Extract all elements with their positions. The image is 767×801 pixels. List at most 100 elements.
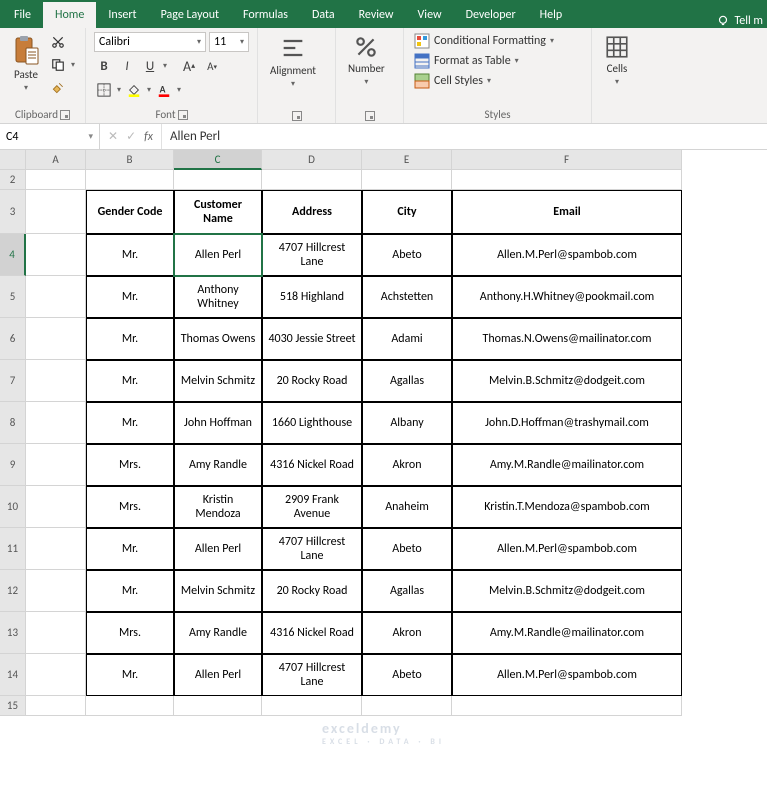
tab-view[interactable]: View xyxy=(406,2,454,28)
cell-E12[interactable]: Agallas xyxy=(362,570,452,612)
cell-B11[interactable]: Mr. xyxy=(86,528,174,570)
cell-A10[interactable] xyxy=(26,486,86,528)
fill-color-button[interactable] xyxy=(124,80,144,100)
cell-A15[interactable] xyxy=(26,696,86,716)
cell-F2[interactable] xyxy=(452,170,682,190)
cell-E15[interactable] xyxy=(362,696,452,716)
cell-C11[interactable]: Allen Perl xyxy=(174,528,262,570)
cell-E8[interactable]: Albany xyxy=(362,402,452,444)
cell-E3[interactable]: City xyxy=(362,190,452,234)
cell-D6[interactable]: 4030 Jessie Street xyxy=(262,318,362,360)
cell-D14[interactable]: 4707 Hillcrest Lane xyxy=(262,654,362,696)
cell-E6[interactable]: Adami xyxy=(362,318,452,360)
cell-C15[interactable] xyxy=(174,696,262,716)
cell-B15[interactable] xyxy=(86,696,174,716)
row-header-12[interactable]: 12 xyxy=(0,570,26,612)
cell-F10[interactable]: Kristin.T.Mendoza@spambob.com xyxy=(452,486,682,528)
tell-me-search[interactable]: Tell m xyxy=(716,14,767,28)
cell-B9[interactable]: Mrs. xyxy=(86,444,174,486)
cell-F14[interactable]: Allen.M.Perl@spambob.com xyxy=(452,654,682,696)
column-header-A[interactable]: A xyxy=(26,150,86,170)
cell-F3[interactable]: Email xyxy=(452,190,682,234)
cell-D2[interactable] xyxy=(262,170,362,190)
cell-B5[interactable]: Mr. xyxy=(86,276,174,318)
row-header-14[interactable]: 14 xyxy=(0,654,26,696)
number-format-button[interactable]: Number ▾ xyxy=(344,32,389,89)
cell-B13[interactable]: Mrs. xyxy=(86,612,174,654)
cell-B8[interactable]: Mr. xyxy=(86,402,174,444)
cell-D8[interactable]: 1660 Lighthouse xyxy=(262,402,362,444)
underline-button[interactable]: U xyxy=(140,56,160,76)
tab-data[interactable]: Data xyxy=(300,2,347,28)
cell-B10[interactable]: Mrs. xyxy=(86,486,174,528)
cell-D7[interactable]: 20 Rocky Road xyxy=(262,360,362,402)
spreadsheet-grid[interactable]: ABCDEF23Gender CodeCustomer NameAddressC… xyxy=(0,150,767,716)
cell-E5[interactable]: Achstetten xyxy=(362,276,452,318)
cell-B7[interactable]: Mr. xyxy=(86,360,174,402)
row-header-3[interactable]: 3 xyxy=(0,190,26,234)
cell-A5[interactable] xyxy=(26,276,86,318)
cell-B4[interactable]: Mr. xyxy=(86,234,174,276)
cell-B6[interactable]: Mr. xyxy=(86,318,174,360)
tab-file[interactable]: File xyxy=(2,2,43,28)
tab-page-layout[interactable]: Page Layout xyxy=(149,2,231,28)
cell-A8[interactable] xyxy=(26,402,86,444)
cell-C10[interactable]: Kristin Mendoza xyxy=(174,486,262,528)
fx-icon[interactable]: fx xyxy=(144,130,153,144)
grow-font-button[interactable]: A▴ xyxy=(179,56,199,76)
dialog-launcher-clipboard[interactable] xyxy=(60,110,70,120)
cell-C14[interactable]: Allen Perl xyxy=(174,654,262,696)
cell-E13[interactable]: Akron xyxy=(362,612,452,654)
row-header-13[interactable]: 13 xyxy=(0,612,26,654)
cell-C12[interactable]: Melvin Schmitz xyxy=(174,570,262,612)
cell-C7[interactable]: Melvin Schmitz xyxy=(174,360,262,402)
tab-developer[interactable]: Developer xyxy=(454,2,528,28)
cell-C2[interactable] xyxy=(174,170,262,190)
alignment-button[interactable]: Alignment ▾ xyxy=(266,32,320,91)
cell-A3[interactable] xyxy=(26,190,86,234)
row-header-6[interactable]: 6 xyxy=(0,318,26,360)
cancel-formula-icon[interactable]: ✕ xyxy=(108,129,118,144)
dialog-launcher-alignment[interactable] xyxy=(292,111,302,121)
cell-C3[interactable]: Customer Name xyxy=(174,190,262,234)
cell-B2[interactable] xyxy=(86,170,174,190)
shrink-font-button[interactable]: A▾ xyxy=(202,56,222,76)
cell-D4[interactable]: 4707 Hillcrest Lane xyxy=(262,234,362,276)
cell-E14[interactable]: Abeto xyxy=(362,654,452,696)
row-header-8[interactable]: 8 xyxy=(0,402,26,444)
borders-button[interactable] xyxy=(94,80,114,100)
cell-A7[interactable] xyxy=(26,360,86,402)
tab-review[interactable]: Review xyxy=(347,2,406,28)
cell-A4[interactable] xyxy=(26,234,86,276)
row-header-9[interactable]: 9 xyxy=(0,444,26,486)
cell-C8[interactable]: John Hoffman xyxy=(174,402,262,444)
row-header-11[interactable]: 11 xyxy=(0,528,26,570)
cell-E7[interactable]: Agallas xyxy=(362,360,452,402)
row-header-7[interactable]: 7 xyxy=(0,360,26,402)
formula-bar-input[interactable]: Allen Perl xyxy=(162,129,767,144)
cell-F12[interactable]: Melvin.B.Schmitz@dodgeit.com xyxy=(452,570,682,612)
cell-C5[interactable]: Anthony Whitney xyxy=(174,276,262,318)
row-header-4[interactable]: 4 xyxy=(0,234,26,276)
tab-help[interactable]: Help xyxy=(528,2,575,28)
cell-D10[interactable]: 2909 Frank Avenue xyxy=(262,486,362,528)
font-size-combo[interactable]: 11▾ xyxy=(209,32,249,52)
column-header-C[interactable]: C xyxy=(174,150,262,170)
italic-button[interactable]: I xyxy=(117,56,137,76)
copy-button[interactable] xyxy=(48,55,68,75)
cell-A14[interactable] xyxy=(26,654,86,696)
cell-F7[interactable]: Melvin.B.Schmitz@dodgeit.com xyxy=(452,360,682,402)
cell-C9[interactable]: Amy Randle xyxy=(174,444,262,486)
cell-D5[interactable]: 518 Highland xyxy=(262,276,362,318)
paste-button[interactable]: Paste ▾ xyxy=(8,32,44,95)
conditional-formatting-button[interactable]: Conditional Formatting▾ xyxy=(412,32,556,50)
cell-A9[interactable] xyxy=(26,444,86,486)
cell-B14[interactable]: Mr. xyxy=(86,654,174,696)
cell-A13[interactable] xyxy=(26,612,86,654)
cell-F13[interactable]: Amy.M.Randle@mailinator.com xyxy=(452,612,682,654)
row-header-2[interactable]: 2 xyxy=(0,170,26,190)
cell-B3[interactable]: Gender Code xyxy=(86,190,174,234)
cell-F8[interactable]: John.D.Hoffman@trashymail.com xyxy=(452,402,682,444)
cell-D9[interactable]: 4316 Nickel Road xyxy=(262,444,362,486)
dialog-launcher-number[interactable] xyxy=(365,111,375,121)
